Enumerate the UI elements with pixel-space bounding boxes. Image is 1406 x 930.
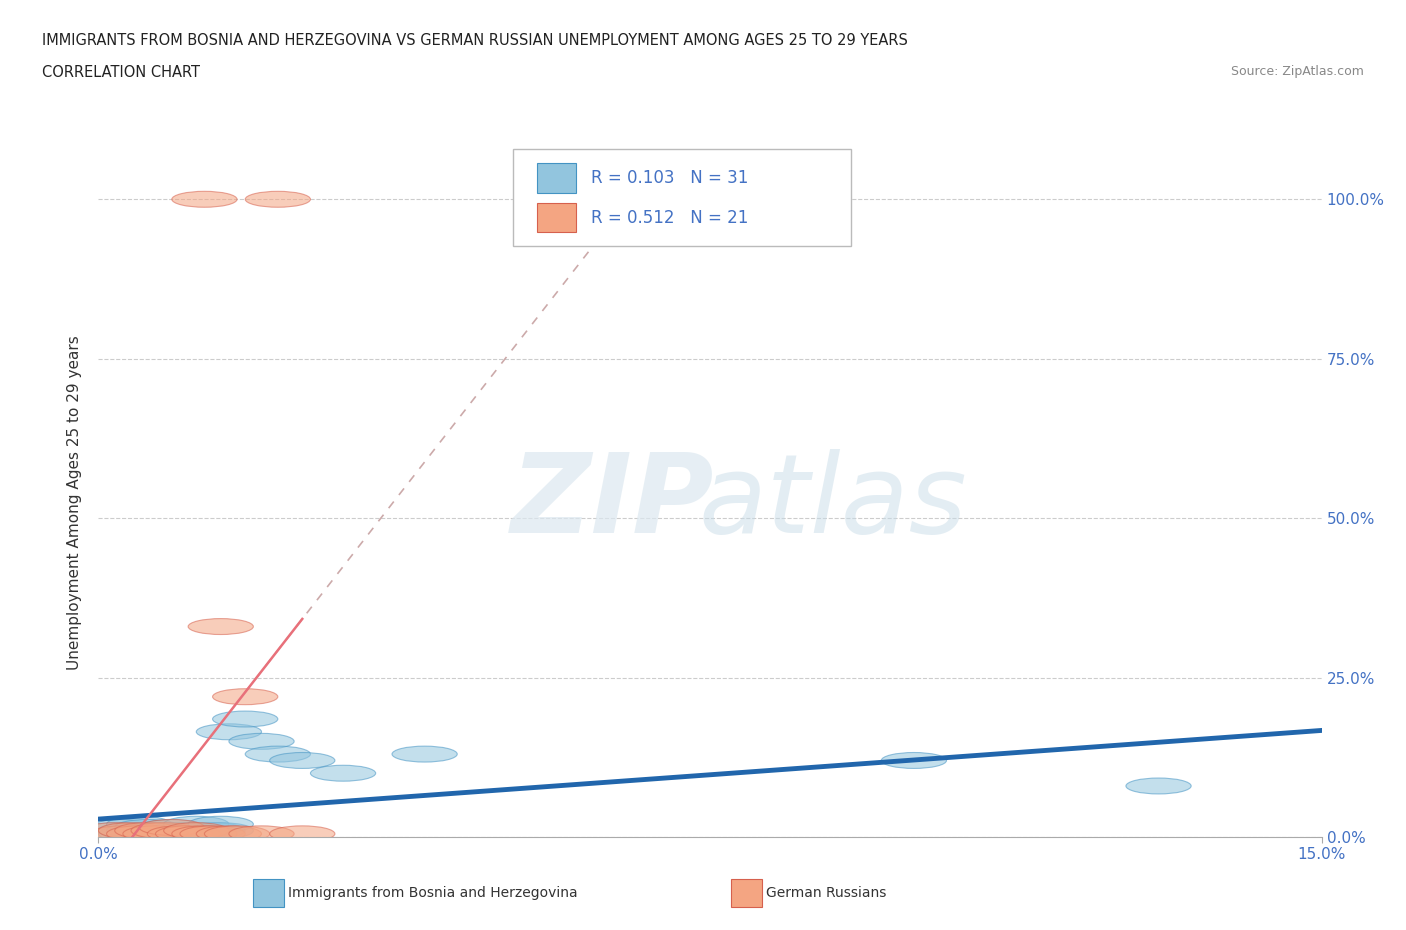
Ellipse shape xyxy=(139,819,204,835)
Ellipse shape xyxy=(180,823,245,839)
Ellipse shape xyxy=(90,819,156,835)
Text: German Russians: German Russians xyxy=(766,885,887,900)
Ellipse shape xyxy=(270,752,335,768)
Ellipse shape xyxy=(148,826,212,842)
Ellipse shape xyxy=(245,746,311,762)
Ellipse shape xyxy=(122,826,188,842)
Ellipse shape xyxy=(172,192,238,207)
Ellipse shape xyxy=(229,826,294,842)
Ellipse shape xyxy=(156,823,221,839)
Ellipse shape xyxy=(139,826,204,842)
Ellipse shape xyxy=(163,823,229,839)
Text: R = 0.103   N = 31: R = 0.103 N = 31 xyxy=(591,168,748,187)
Ellipse shape xyxy=(115,823,180,839)
Ellipse shape xyxy=(107,826,172,842)
Ellipse shape xyxy=(180,826,245,842)
Ellipse shape xyxy=(172,826,238,842)
Ellipse shape xyxy=(156,826,221,842)
Ellipse shape xyxy=(122,826,188,842)
Ellipse shape xyxy=(188,823,253,839)
Ellipse shape xyxy=(188,618,253,634)
Text: CORRELATION CHART: CORRELATION CHART xyxy=(42,65,200,80)
Ellipse shape xyxy=(172,826,238,842)
Text: R = 0.512   N = 21: R = 0.512 N = 21 xyxy=(591,208,748,227)
Text: Immigrants from Bosnia and Herzegovina: Immigrants from Bosnia and Herzegovina xyxy=(288,885,578,900)
Ellipse shape xyxy=(82,823,148,839)
Ellipse shape xyxy=(82,823,148,839)
Ellipse shape xyxy=(163,817,229,832)
Text: Source: ZipAtlas.com: Source: ZipAtlas.com xyxy=(1230,65,1364,78)
Ellipse shape xyxy=(139,819,204,835)
Ellipse shape xyxy=(1126,778,1191,794)
Y-axis label: Unemployment Among Ages 25 to 29 years: Unemployment Among Ages 25 to 29 years xyxy=(67,335,83,670)
Ellipse shape xyxy=(115,819,180,835)
Ellipse shape xyxy=(98,823,163,839)
Ellipse shape xyxy=(148,823,212,839)
Ellipse shape xyxy=(392,746,457,762)
Ellipse shape xyxy=(197,724,262,739)
Ellipse shape xyxy=(311,765,375,781)
Ellipse shape xyxy=(197,826,262,842)
Text: IMMIGRANTS FROM BOSNIA AND HERZEGOVINA VS GERMAN RUSSIAN UNEMPLOYMENT AMONG AGES: IMMIGRANTS FROM BOSNIA AND HERZEGOVINA V… xyxy=(42,33,908,47)
Ellipse shape xyxy=(229,734,294,750)
Text: atlas: atlas xyxy=(697,448,967,556)
Ellipse shape xyxy=(212,711,278,727)
Ellipse shape xyxy=(148,826,212,842)
Ellipse shape xyxy=(107,823,172,839)
Ellipse shape xyxy=(163,823,229,839)
Ellipse shape xyxy=(98,823,163,839)
Text: ZIP: ZIP xyxy=(510,448,714,556)
Ellipse shape xyxy=(107,817,172,832)
Ellipse shape xyxy=(122,823,188,839)
Ellipse shape xyxy=(98,826,163,842)
Ellipse shape xyxy=(90,826,156,842)
Ellipse shape xyxy=(270,826,335,842)
Ellipse shape xyxy=(188,817,253,832)
Ellipse shape xyxy=(131,823,197,839)
Ellipse shape xyxy=(115,826,180,842)
Ellipse shape xyxy=(131,823,197,839)
Ellipse shape xyxy=(245,192,311,207)
Ellipse shape xyxy=(212,689,278,705)
Ellipse shape xyxy=(882,752,946,768)
Ellipse shape xyxy=(204,826,270,842)
